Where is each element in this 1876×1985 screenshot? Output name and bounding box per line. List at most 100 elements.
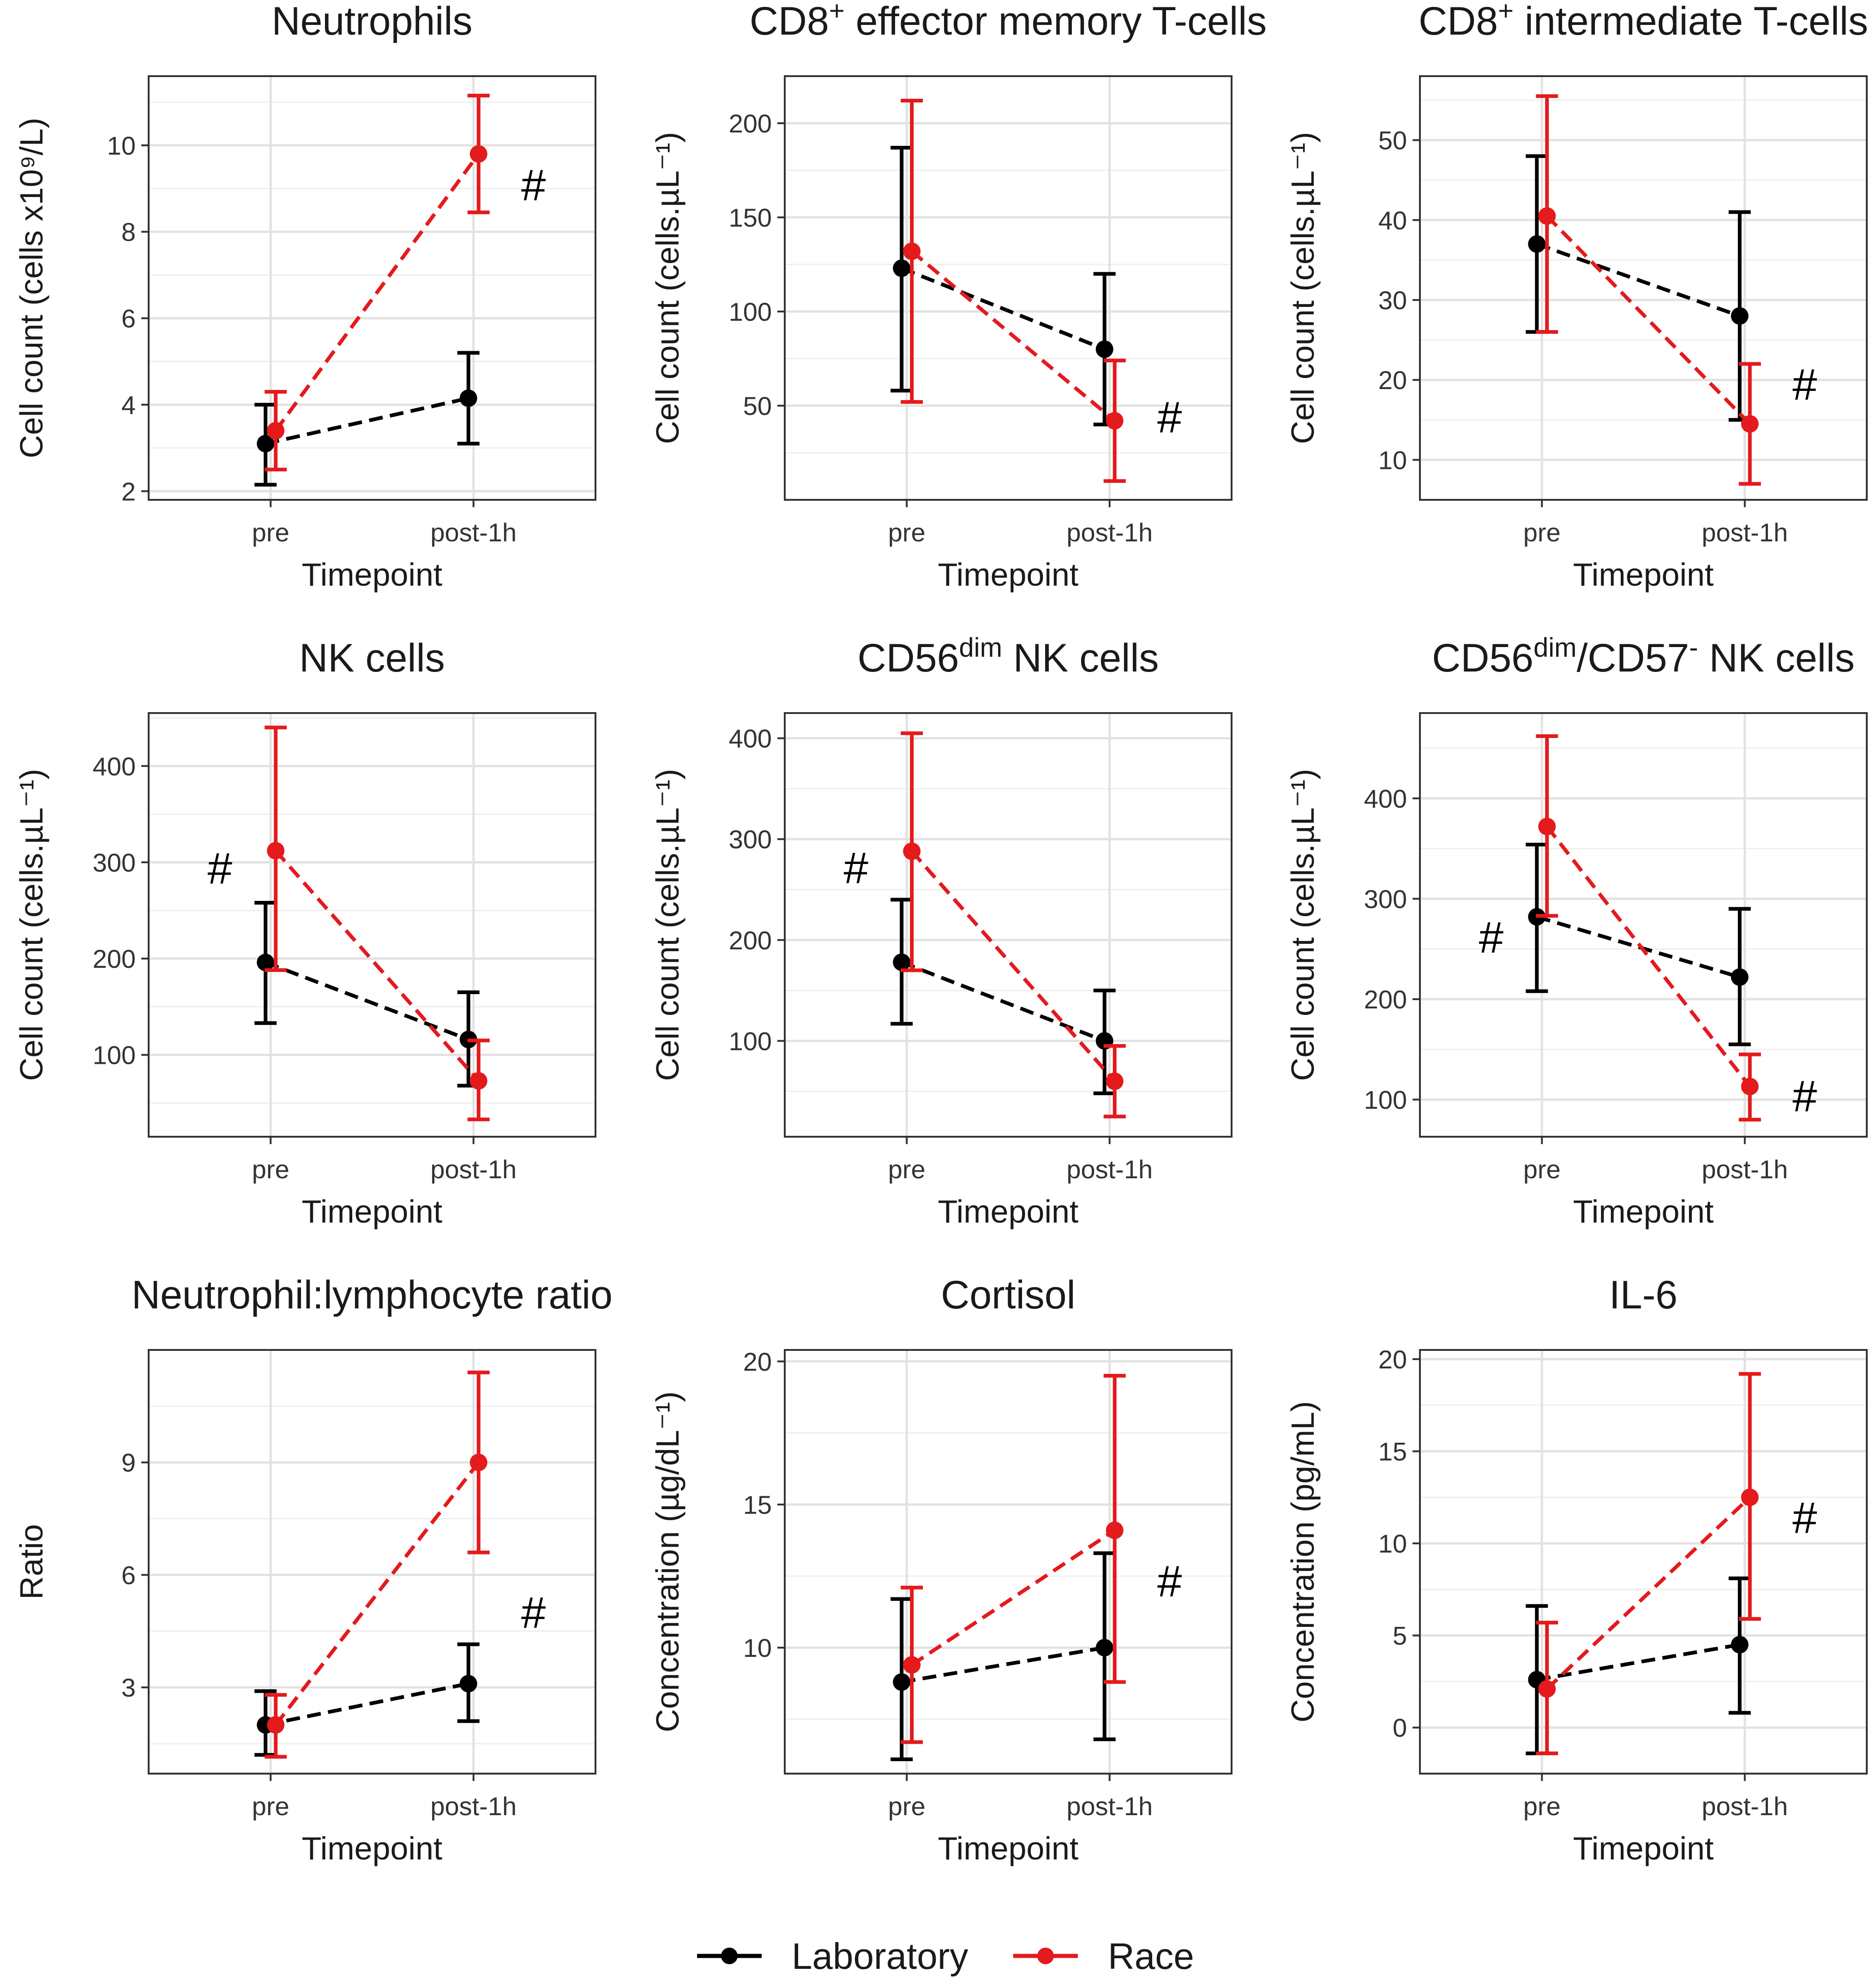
x-tick-label: pre [252,1155,289,1184]
data-point-race [903,842,921,860]
panel-background [1420,713,1867,1137]
y-tick-label: 100 [729,297,772,326]
chart-panel-2: 50 100 150 200 pre post-1h Timepoint Cell count… [649,0,1267,593]
series-line-laboratory [265,1682,469,1727]
series-line-laboratory [265,396,469,446]
data-point-laboratory [1528,235,1546,253]
data-point-race [469,1072,487,1090]
y-axis-title: Concentration (pg/mL) [1285,1401,1321,1722]
significance-marker: # [844,844,868,893]
data-point-race [1741,1488,1759,1506]
y-tick-label: 400 [93,752,136,781]
panel-title: CD8+ intermediate T-cells [1419,0,1868,43]
x-axis-title: Timepoint [938,1193,1079,1229]
panel-background [1420,1350,1867,1774]
y-tick-label: 200 [729,109,772,138]
x-tick-label: post-1h [1702,518,1788,547]
significance-marker: # [1792,360,1817,409]
x-tick-label: post-1h [430,1155,517,1184]
x-tick-label: post-1h [1702,1792,1788,1821]
x-tick-label: pre [252,518,289,547]
chart-panel-1: 2 4 6 8 10 pre post-1h Timepoint Cell count (cel… [13,0,596,593]
x-axis-title: Timepoint [1573,557,1714,593]
panel-border [784,712,1233,1138]
data-point-race [267,842,285,860]
chart-panel-6: 100 200 300 400 pre post-1h Timepoint Cell coun… [1285,633,1868,1229]
x-tick-label: post-1h [1702,1155,1788,1184]
data-point-race [1106,1521,1124,1539]
x-tick-label: post-1h [430,1792,517,1821]
data-point-race [1538,207,1556,225]
data-point-race [1538,1680,1556,1698]
data-point-race [267,1716,285,1734]
x-tick-label: pre [1523,518,1561,547]
series-line-race [910,850,1116,1083]
x-tick-label: pre [888,518,926,547]
y-tick-label: 30 [1378,286,1407,315]
series-line-laboratory [265,960,469,1042]
x-axis-title: Timepoint [938,1830,1079,1866]
legend-key-race-point [1037,1948,1054,1964]
y-tick-label: 10 [1378,1529,1407,1558]
y-tick-label: 20 [743,1347,772,1376]
x-tick-label: pre [252,1792,289,1821]
y-axis-title: Cell count (cells.µL⁻¹) [1285,132,1321,444]
panel-background [785,1350,1232,1774]
panel-background [149,713,595,1137]
y-axis-title: Concentration (µg/dL⁻¹) [649,1391,685,1733]
y-tick-label: 9 [121,1448,136,1477]
significance-marker: # [1157,393,1182,442]
data-point-laboratory [257,435,275,453]
data-point-laboratory [893,1673,911,1691]
y-tick-label: 10 [107,131,136,160]
series-line-laboratory [901,266,1106,351]
y-axis-title: Cell count (cells.µL⁻¹) [1285,769,1321,1081]
panel-title: CD8+ effector memory T-cells [750,0,1267,43]
y-tick-label: 5 [1393,1621,1407,1650]
series-line-race [1545,1496,1751,1691]
y-axis-title: Cell count (cells.µL⁻¹) [649,769,685,1081]
legend-label-laboratory: Laboratory [792,1936,968,1977]
panel-title: CD56dim/CD57- NK cells [1432,633,1855,681]
y-tick-label: 100 [1364,1085,1407,1115]
panel-title: Neutrophils [272,0,473,43]
panel-background [785,76,1232,500]
y-axis-title: Cell count (cells.µL⁻¹) [649,132,685,444]
data-point-laboratory [1731,968,1749,986]
x-tick-label: post-1h [1066,1155,1153,1184]
data-point-laboratory [893,259,911,277]
legend-label-race: Race [1108,1936,1194,1977]
y-tick-label: 400 [1364,784,1407,813]
y-tick-label: 400 [729,724,772,753]
y-tick-label: 200 [729,926,772,955]
panel-background [149,1350,595,1774]
y-tick-label: 6 [121,304,136,333]
panel-title: IL-6 [1609,1273,1678,1317]
significance-marker: # [521,1588,546,1637]
legend-key-laboratory-point [721,1948,738,1964]
data-point-race [1741,1078,1759,1096]
series-line-race [274,1461,480,1726]
y-tick-label: 4 [121,390,136,420]
data-point-laboratory [1731,307,1749,325]
x-axis-title: Timepoint [1573,1830,1714,1866]
series-line-race [910,250,1116,422]
legend: Laboratory Race [697,1936,1194,1977]
x-tick-label: post-1h [1066,1792,1153,1821]
series-line-race [1545,215,1751,426]
data-point-laboratory [893,953,911,971]
y-tick-label: 10 [743,1633,772,1662]
panels: 2 4 6 8 10 pre post-1h Timepoint Cell count (cel… [13,0,1868,1866]
series-line-race [274,153,480,432]
x-axis-title: Timepoint [302,1193,443,1229]
series-line-race [274,849,480,1082]
y-tick-label: 40 [1378,206,1407,235]
data-point-race [1741,415,1759,433]
panel-title: Cortisol [941,1273,1076,1317]
y-axis-title: Cell count (cells x10⁹/L) [13,118,49,458]
y-tick-label: 150 [729,203,772,232]
data-point-race [1106,412,1124,430]
panel-title: NK cells [299,636,445,680]
panel-background [149,76,595,500]
y-tick-label: 3 [121,1673,136,1702]
